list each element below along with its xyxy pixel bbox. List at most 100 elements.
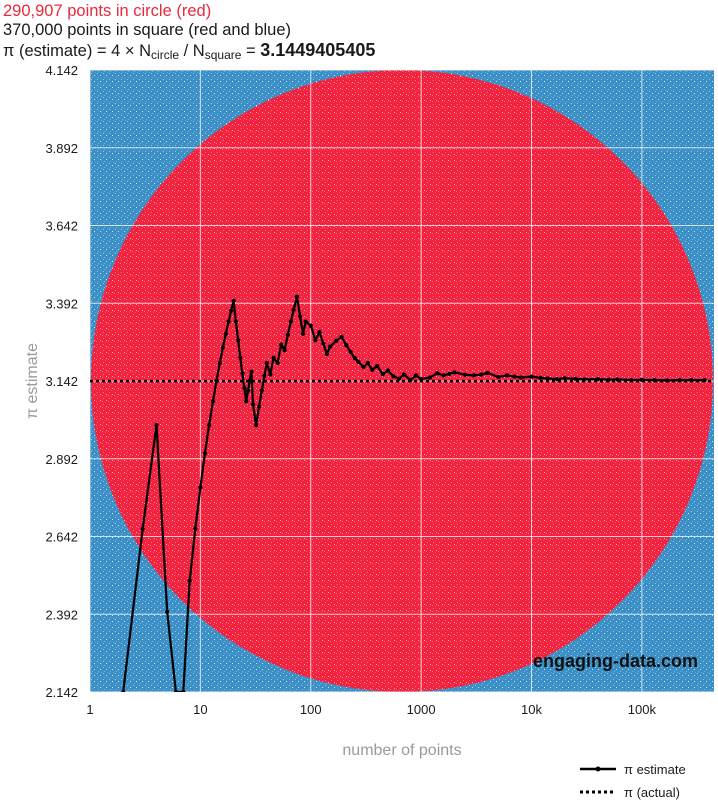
pi-estimate-point [344, 343, 349, 348]
pi-estimate-formula: π (estimate) = 4 × Ncircle / Nsquare = 3… [3, 40, 376, 62]
pi-estimate-point [140, 526, 145, 531]
pi-estimate-point [238, 355, 243, 360]
pi-estimate-point [615, 377, 620, 382]
pi-estimate-point [247, 378, 252, 383]
pi-estimate-point [485, 370, 490, 376]
x-axis-title: number of points [342, 742, 461, 759]
pi-estimate-point [365, 360, 371, 366]
x-tick-label: 100 [300, 702, 322, 717]
pi-estimate-point [279, 342, 284, 347]
y-tick-label: 2.142 [45, 685, 78, 700]
pi-estimate-point [229, 308, 234, 313]
pi-estimate-point [313, 338, 318, 343]
pi-estimate-point [154, 423, 159, 428]
x-tick-label: 1 [86, 702, 93, 717]
pi-estimate-point [254, 423, 259, 428]
pi-estimate-point [121, 689, 126, 692]
pi-estimate-point [554, 377, 560, 382]
pi-estimate-point [240, 371, 245, 376]
pi-estimate-point [207, 423, 212, 428]
legend: π estimate π (actual) [580, 762, 686, 800]
pi-estimate-point [462, 372, 468, 377]
pi-estimate-point [408, 377, 413, 383]
y-tick-label: 2.642 [45, 530, 78, 545]
pi-estimate-point [262, 373, 267, 379]
pi-estimate-point [308, 323, 313, 328]
pi-estimate-point [595, 377, 601, 382]
pi-estimate-point [375, 363, 380, 369]
pi-estimate-point [380, 372, 385, 377]
pi-estimate-point [321, 341, 326, 346]
pi-estimate-line [122, 295, 705, 692]
pi-estimate-point [294, 294, 300, 299]
pi-estimate-point [529, 374, 534, 379]
pi-estimate-point [245, 388, 251, 393]
y-tick-label: 2.392 [45, 607, 78, 622]
pi-estimate-point [259, 388, 264, 393]
pi-estimate-point [352, 355, 357, 361]
pi-estimate-point [401, 372, 407, 377]
pi-estimate-point [193, 526, 198, 531]
pi-estimate-point [317, 329, 322, 334]
pi-estimate-point [210, 399, 216, 404]
pi-estimate-point [504, 373, 510, 378]
pi-estimate-point [202, 451, 208, 456]
pi-estimate-point [324, 351, 329, 357]
y-tick-label: 3.642 [45, 219, 78, 234]
pi-estimate-point [249, 369, 254, 374]
watermark: engaging-data.com [533, 651, 698, 671]
pi-estimate-point [264, 360, 269, 366]
pi-estimate-point [385, 368, 391, 373]
series-layer [90, 294, 714, 692]
pi-estimate-point [427, 375, 432, 380]
pi-estimate-point [441, 373, 446, 378]
pi-estimate-point [447, 371, 452, 376]
pi-estimate-point [291, 307, 296, 312]
pi-estimate-point [303, 319, 308, 324]
x-tick-label: 10k [521, 702, 542, 717]
axis-ticks: 1 10 100 1000 10k 100k 2.142 2.392 2.642 2.892 3.1… [45, 63, 656, 717]
pi-estimate-point [268, 372, 273, 377]
pi-estimate-point [187, 578, 192, 583]
pi-estimate-point [242, 385, 247, 390]
pi-estimate-point [361, 364, 366, 370]
pi-estimate-point [629, 377, 634, 383]
circle-count-label: 290,907 points in circle (red) [3, 2, 212, 20]
pi-estimate-point [582, 377, 587, 382]
pi-estimate-point [214, 378, 219, 383]
x-tick-label: 1000 [407, 702, 436, 717]
pi-estimate-point [226, 319, 231, 324]
pi-estimate-point [233, 319, 239, 324]
pi-estimate-point [573, 376, 578, 381]
pi-estimate-point [396, 376, 402, 381]
x-tick-label: 100k [628, 702, 657, 717]
pi-estimate-point [652, 377, 657, 383]
x-tick-label: 10 [193, 702, 207, 717]
square-count-label: 370,000 points in square (red and blue) [3, 21, 292, 39]
y-axis-title: π estimate [24, 343, 41, 419]
pi-estimate-point [435, 371, 440, 376]
pi-estimate-point [271, 355, 276, 360]
pi-estimate-point [452, 370, 457, 375]
pi-estimate-point [639, 377, 644, 382]
pi-estimate-point [518, 375, 523, 380]
pi-estimate-point [348, 349, 353, 355]
pi-estimate-point [198, 485, 203, 490]
pi-estimate-point [217, 360, 222, 366]
pi-estimate-point [165, 609, 170, 614]
pi-estimate-point [236, 338, 241, 343]
pi-estimate-point [285, 332, 290, 338]
pi-estimate-point [220, 345, 226, 350]
pi-estimate-point [419, 377, 424, 382]
legend-estimate-label: π estimate [624, 762, 686, 777]
pi-estimate-point [702, 377, 707, 383]
pi-estimate-point [173, 689, 178, 692]
pi-estimate-point [370, 367, 375, 372]
legend-actual-label: π (actual) [624, 785, 680, 800]
pi-estimate-point [356, 359, 361, 364]
pi-estimate-point [223, 331, 228, 336]
y-tick-label: 3.892 [45, 141, 78, 156]
y-tick-label: 2.892 [45, 452, 78, 467]
pi-estimate-point [250, 402, 256, 407]
